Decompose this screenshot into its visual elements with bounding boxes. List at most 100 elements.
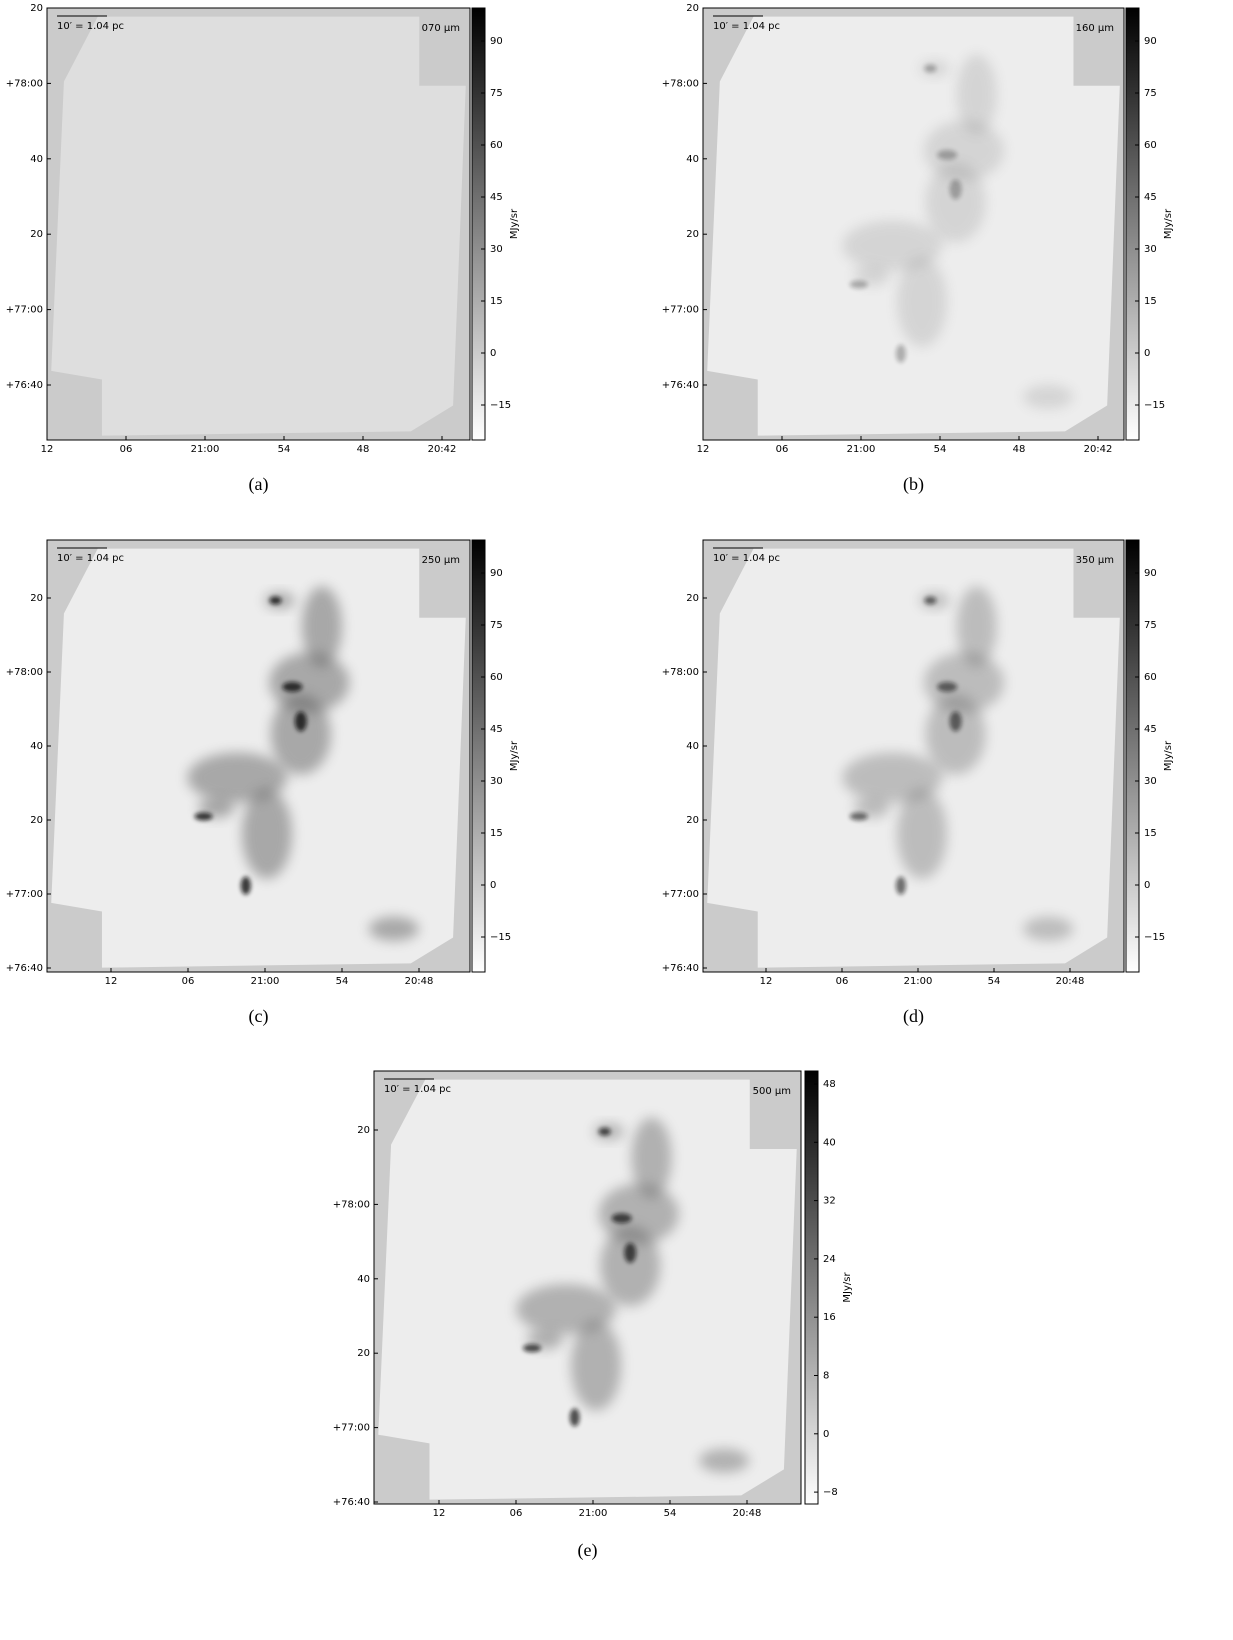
dust-core: [598, 1127, 611, 1136]
y-tick-label: 20: [30, 229, 43, 240]
y-tick-label: 20: [30, 815, 43, 826]
colorbar-tick-label: 90: [490, 36, 503, 47]
colorbar-label: MJy/sr: [1163, 740, 1174, 771]
scale-label: 10′ = 1.04 pc: [384, 1084, 451, 1095]
x-tick-label: 12: [433, 1508, 446, 1519]
colorbar-tick-label: 45: [490, 724, 503, 735]
x-tick-label: 12: [760, 976, 773, 987]
colorbar-tick-label: 60: [490, 140, 503, 151]
colorbar-tick-label: 32: [823, 1196, 836, 1207]
x-tick-label: 12: [105, 976, 118, 987]
scale-label: 10′ = 1.04 pc: [713, 21, 780, 32]
band-label: 160 μm: [1076, 23, 1114, 34]
y-tick-label: 40: [686, 154, 699, 165]
colorbar-tick-label: 30: [490, 776, 503, 787]
dust-cloud: [1023, 916, 1074, 941]
panel: 10′ = 1.04 pc 070 μm 90 75 60 45 30 15 0 −15 MJy/s…: [6, 3, 520, 495]
x-tick-label: 20:48: [733, 1508, 762, 1519]
colorbar-tick-label: −15: [1144, 400, 1165, 411]
dust-core: [269, 596, 282, 605]
y-tick-label: +78:00: [333, 1199, 370, 1210]
y-tick-label: 20: [686, 229, 699, 240]
colorbar: [471, 539, 486, 973]
colorbar-tick-label: 0: [1144, 348, 1150, 359]
x-tick-label: 54: [988, 976, 1001, 987]
dust-core: [937, 681, 958, 692]
dust-cloud: [526, 1329, 563, 1350]
scale-label: 10′ = 1.04 pc: [57, 553, 124, 564]
dust-core: [895, 344, 906, 363]
x-tick-label: 20:42: [1084, 444, 1113, 455]
image-frame: [702, 7, 1125, 441]
dust-cloud: [241, 788, 292, 879]
panel-caption: (e): [578, 1540, 598, 1561]
y-tick-label: +76:40: [6, 963, 43, 974]
y-tick-label: +78:00: [662, 78, 699, 89]
dust-core: [937, 149, 958, 160]
x-tick-label: 06: [510, 1508, 523, 1519]
colorbar-tick-label: 40: [823, 1137, 836, 1148]
colorbar: [1125, 539, 1140, 973]
dust-core: [282, 681, 303, 692]
colorbar-tick-label: 15: [1144, 296, 1157, 307]
image-frame: [702, 539, 1125, 973]
colorbar-tick-label: 0: [823, 1429, 829, 1440]
colorbar-tick-label: 90: [1144, 568, 1157, 579]
y-tick-label: 20: [686, 3, 699, 14]
colorbar-tick-label: −15: [490, 932, 511, 943]
band-label: 500 μm: [753, 1086, 791, 1097]
y-tick-label: +77:00: [6, 305, 43, 316]
colorbar-label: MJy/sr: [842, 1272, 853, 1303]
y-tick-label: 20: [357, 1125, 370, 1136]
dust-cloud: [368, 916, 419, 941]
colorbar-tick-label: 24: [823, 1254, 836, 1265]
y-tick-label: +78:00: [662, 667, 699, 678]
y-tick-label: +77:00: [662, 305, 699, 316]
y-tick-label: 20: [357, 1348, 370, 1359]
colorbar-tick-label: 48: [823, 1079, 836, 1090]
dust-cloud: [956, 54, 997, 135]
colorbar-tick-label: −8: [823, 1487, 838, 1498]
colorbar-tick-label: 60: [1144, 140, 1157, 151]
y-tick-label: 20: [30, 3, 43, 14]
colorbar-label: MJy/sr: [509, 208, 520, 239]
colorbar: [804, 1070, 819, 1505]
scale-label: 10′ = 1.04 pc: [57, 21, 124, 32]
colorbar-tick-label: 0: [1144, 880, 1150, 891]
colorbar-tick-label: 30: [1144, 776, 1157, 787]
dust-cloud: [896, 788, 947, 879]
dust-cloud: [896, 256, 947, 347]
dust-cloud: [699, 1448, 750, 1473]
dust-cloud: [270, 694, 331, 775]
y-tick-label: +76:40: [333, 1497, 370, 1508]
panel: 10′ = 1.04 pc 160 μm 90 75 60 45 30 15 0 −15 MJy/s…: [662, 3, 1174, 495]
y-tick-label: 20: [686, 815, 699, 826]
x-tick-label: 48: [357, 444, 370, 455]
dust-cloud: [571, 1320, 622, 1411]
image-frame: [46, 7, 471, 441]
colorbar-tick-label: 45: [1144, 724, 1157, 735]
x-tick-label: 06: [836, 976, 849, 987]
x-tick-label: 54: [336, 976, 349, 987]
dust-core: [895, 876, 906, 895]
dust-core: [924, 64, 937, 73]
panel: 10′ = 1.04 pc 350 μm 90 75 60 45 30 15 0 −15 MJy/s…: [662, 539, 1174, 1027]
panel-caption: (a): [249, 474, 269, 495]
x-tick-label: 54: [664, 1508, 677, 1519]
colorbar-tick-label: 30: [1144, 244, 1157, 255]
band-label: 350 μm: [1076, 555, 1114, 566]
dust-cloud: [600, 1225, 661, 1306]
y-tick-label: 20: [30, 593, 43, 604]
colorbar-tick-label: 8: [823, 1371, 829, 1382]
dust-cloud: [631, 1117, 672, 1198]
colorbar-tick-label: 75: [490, 620, 503, 631]
x-tick-label: 12: [697, 444, 710, 455]
colorbar-tick-label: 90: [1144, 36, 1157, 47]
x-tick-label: 21:00: [251, 976, 280, 987]
dust-core: [522, 1344, 541, 1353]
scale-label: 10′ = 1.04 pc: [713, 553, 780, 564]
dust-core: [849, 812, 868, 821]
colorbar-tick-label: 30: [490, 244, 503, 255]
dust-core: [949, 179, 962, 200]
